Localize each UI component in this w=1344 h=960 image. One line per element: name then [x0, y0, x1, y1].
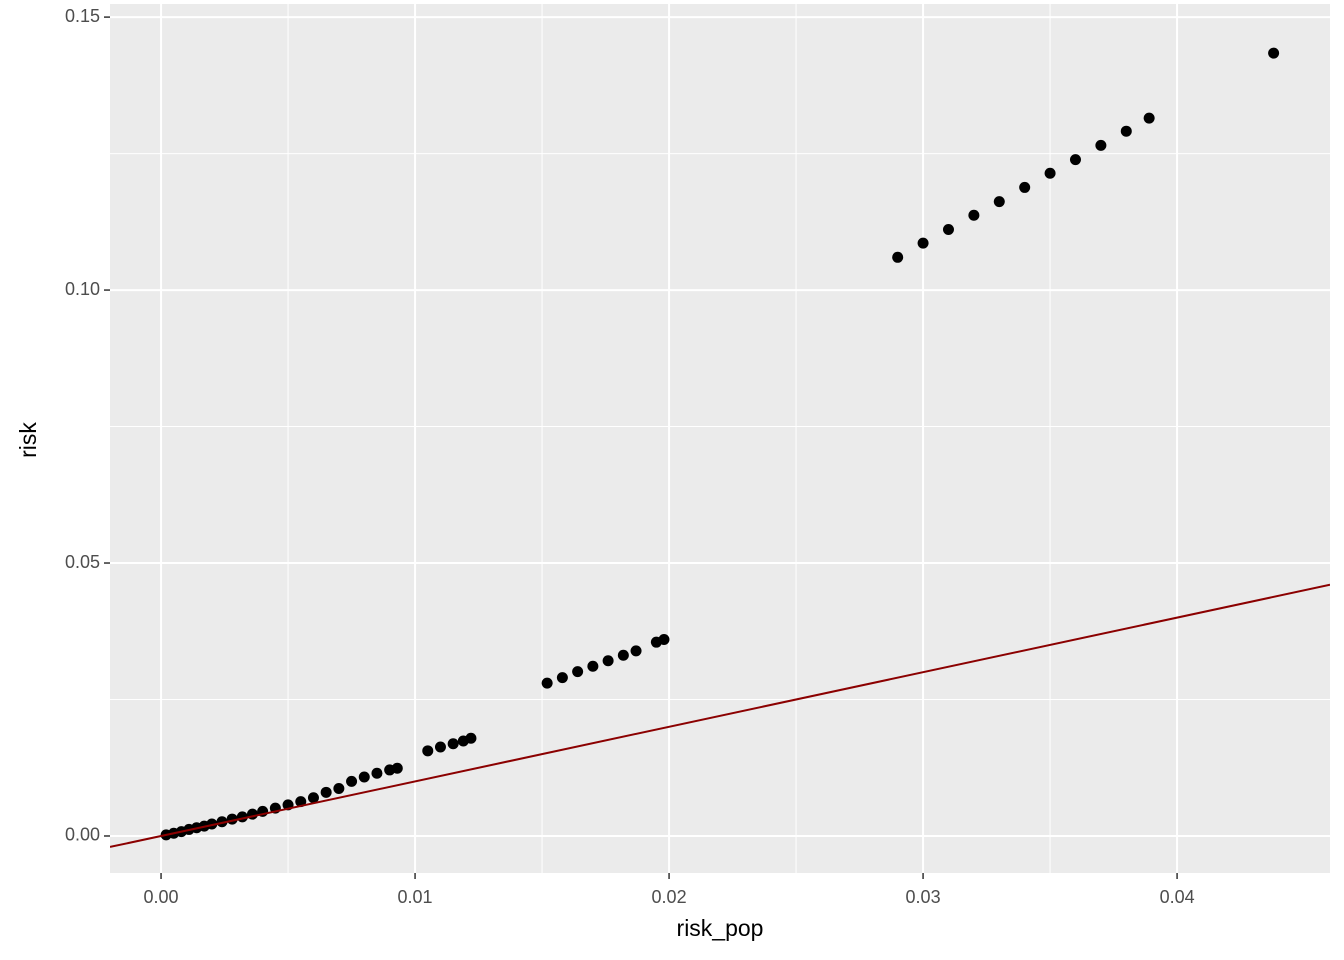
- point: [1268, 47, 1280, 59]
- point: [587, 660, 599, 672]
- point: [346, 775, 358, 787]
- plot-layer: [110, 4, 1330, 873]
- point: [617, 649, 629, 661]
- point: [307, 792, 319, 804]
- x-tick-label: 0.03: [906, 887, 941, 907]
- x-tick-label: 0.00: [144, 887, 179, 907]
- point: [602, 655, 614, 667]
- point: [333, 782, 345, 794]
- point: [447, 738, 459, 750]
- point: [371, 767, 383, 779]
- y-tick-label: 0.15: [65, 6, 100, 26]
- point: [1095, 139, 1107, 151]
- point: [358, 771, 370, 783]
- point: [320, 786, 332, 798]
- point: [1044, 167, 1056, 179]
- point: [572, 666, 584, 678]
- y-tick-label: 0.00: [65, 825, 100, 845]
- point: [465, 732, 477, 744]
- y-tick-label: 0.05: [65, 552, 100, 572]
- point: [630, 645, 642, 657]
- point: [216, 816, 228, 828]
- x-tick-label: 0.04: [1160, 887, 1195, 907]
- panel: [110, 4, 1330, 873]
- y-tick-label: 0.10: [65, 279, 100, 299]
- point: [295, 796, 307, 808]
- point: [942, 223, 954, 235]
- y-axis-title: risk: [15, 422, 41, 458]
- point: [556, 672, 568, 684]
- point: [892, 251, 904, 263]
- x-axis-title: risk_pop: [677, 915, 764, 941]
- point: [422, 745, 434, 757]
- point: [658, 633, 670, 645]
- point: [206, 818, 218, 830]
- point: [993, 196, 1005, 208]
- point: [434, 741, 446, 753]
- point: [968, 209, 980, 221]
- point: [1120, 125, 1132, 137]
- point: [541, 677, 553, 689]
- point: [1019, 181, 1031, 193]
- x-tick-label: 0.02: [652, 887, 687, 907]
- point: [1143, 112, 1155, 124]
- point: [917, 237, 929, 249]
- x-tick-label: 0.01: [398, 887, 433, 907]
- point: [1069, 154, 1081, 166]
- reference-line: [110, 583, 1330, 848]
- point: [391, 762, 403, 774]
